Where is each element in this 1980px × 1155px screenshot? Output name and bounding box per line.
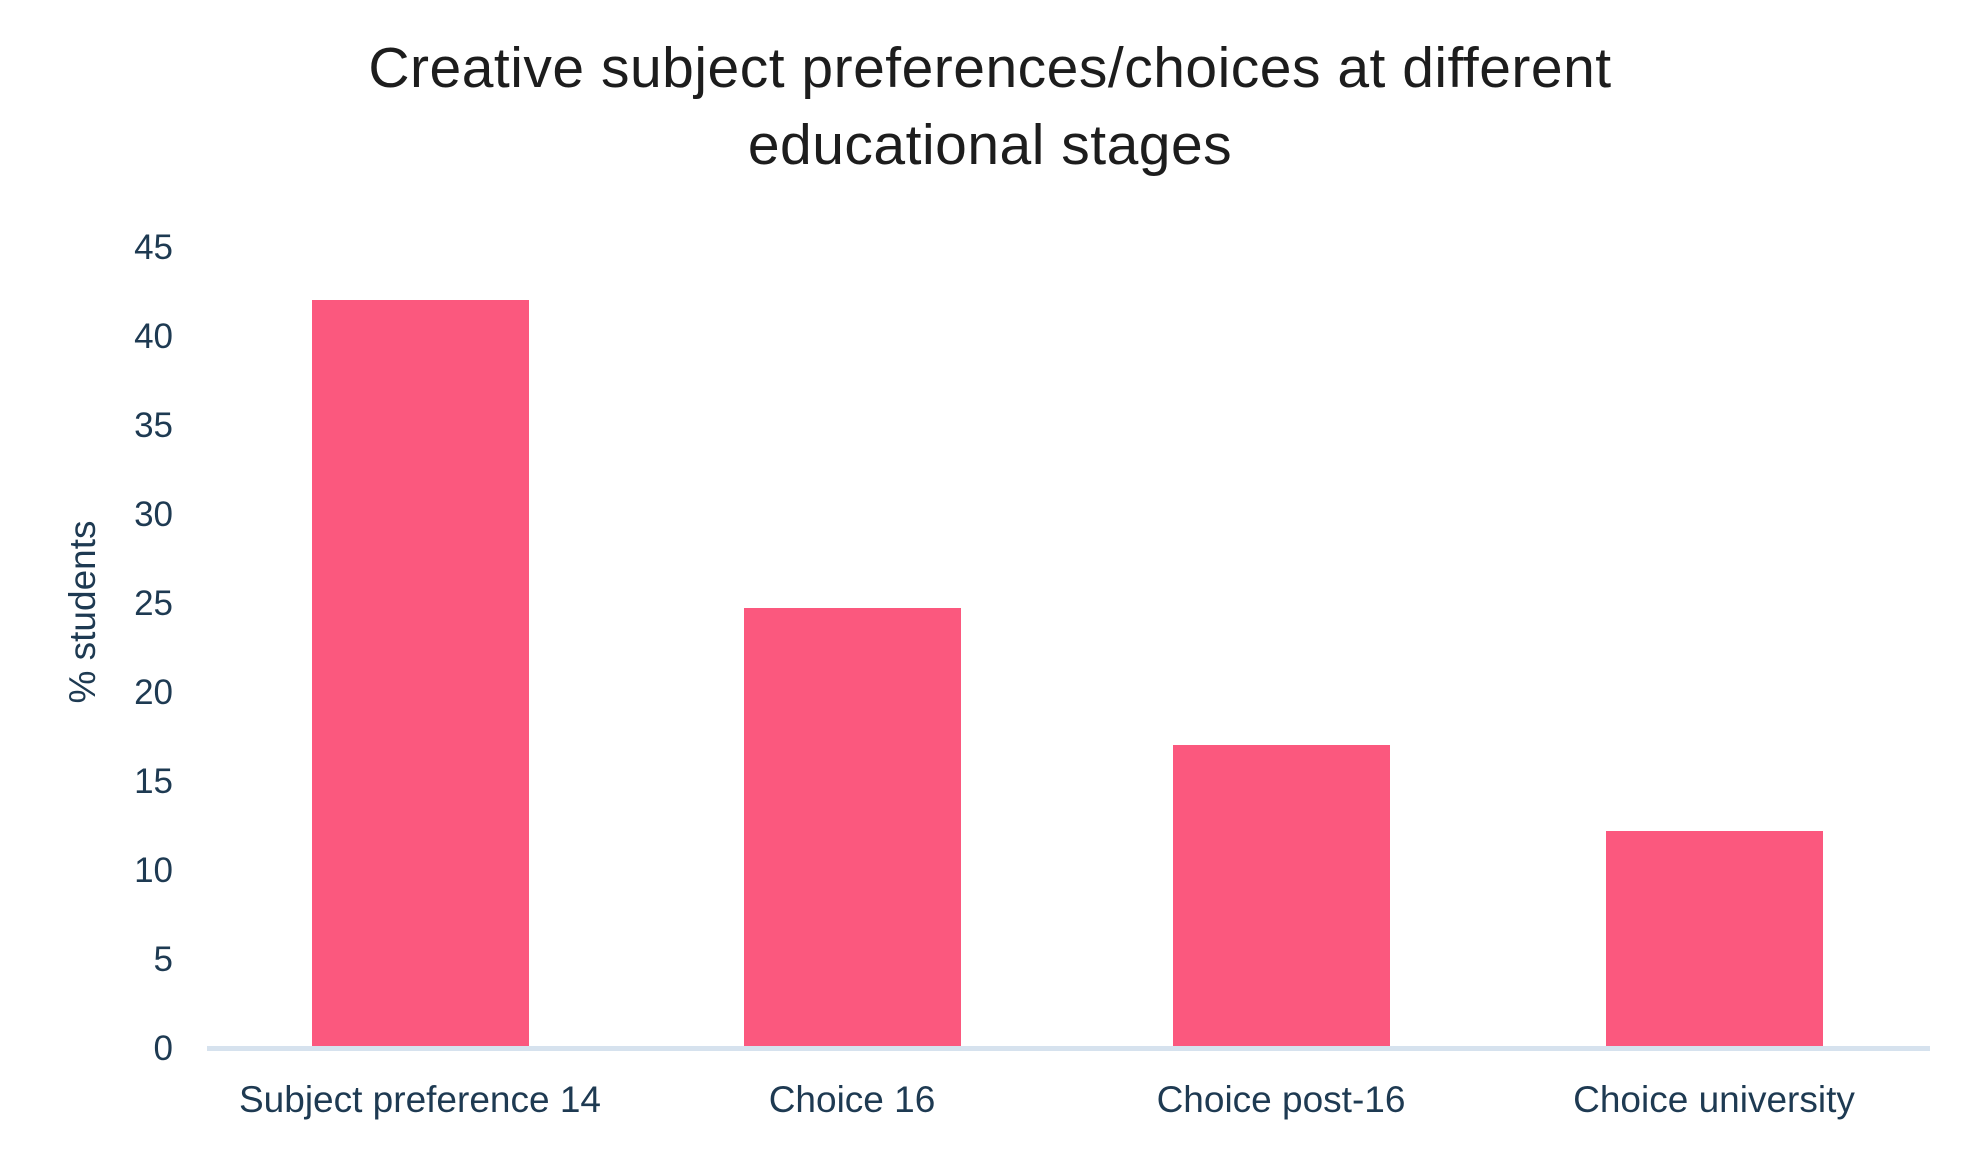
y-tick-label: 15 (134, 762, 173, 801)
chart-title: Creative subject preferences/choices at … (368, 36, 1612, 177)
bar-2 (743, 608, 961, 1048)
x-tick-label: Choice 16 (768, 1079, 936, 1120)
x-tick-label: Choice university (1573, 1079, 1855, 1120)
y-tick-label: 25 (134, 584, 173, 623)
y-tick-label: 5 (153, 940, 173, 979)
x-tick-label: Subject preference 14 (238, 1079, 601, 1120)
y-tick-label: 35 (134, 406, 173, 445)
y-tick-label: 30 (134, 495, 173, 534)
bar-1 (311, 300, 529, 1048)
y-tick-label: 20 (134, 673, 173, 712)
y-tick-label: 40 (134, 317, 173, 356)
bar-4 (1605, 830, 1823, 1048)
x-axis-line (207, 1046, 1930, 1051)
x-tick-label: Choice post-16 (1156, 1079, 1406, 1120)
y-tick-label: 10 (134, 851, 173, 890)
y-tick-label: 45 (134, 228, 173, 267)
bar-3 (1172, 745, 1390, 1048)
y-tick-label: 0 (153, 1029, 173, 1068)
